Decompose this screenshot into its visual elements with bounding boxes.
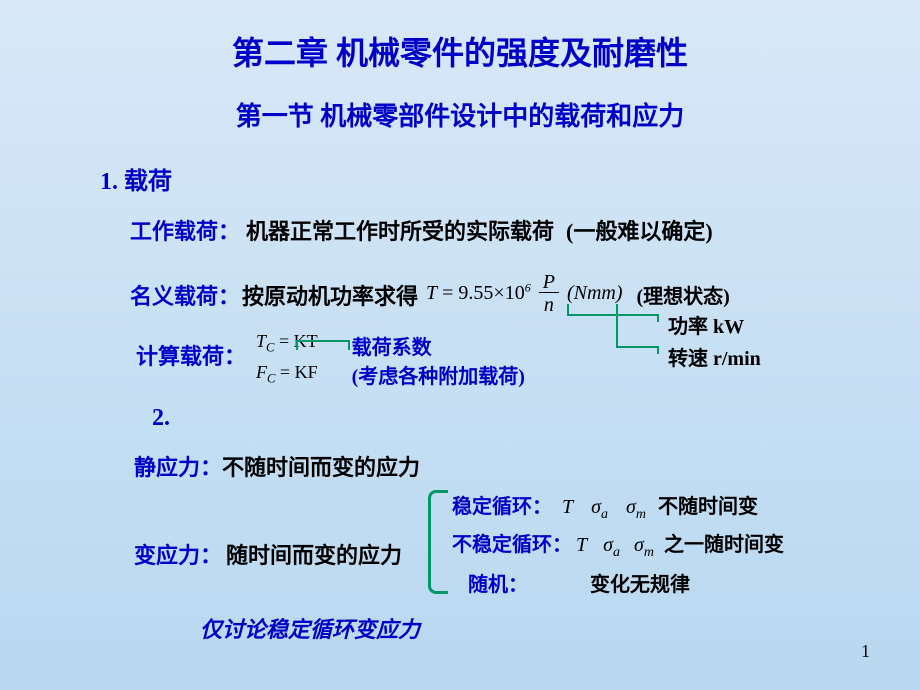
- calc-load-row: 计算载荷： TC = KT FC = KF 载荷系数 (考虑各种附加载荷): [136, 331, 920, 389]
- coef-note: (考虑各种附加载荷): [352, 360, 525, 389]
- connector-line: [616, 346, 659, 348]
- work-load-desc: 机器正常工作时所受的实际载荷: [246, 214, 554, 246]
- calc-formula-1: TC = KT: [256, 331, 318, 356]
- random-row: 随机： 变化无规律: [468, 568, 690, 597]
- connector-line: [616, 304, 618, 346]
- speed-label: 转速 r/min: [668, 342, 761, 371]
- nominal-load-desc: 按原动机功率求得: [242, 279, 418, 311]
- brace-icon: [428, 490, 448, 594]
- dynamic-desc: 随时间而变的应力: [226, 543, 402, 568]
- work-load-row: 工作载荷： 机器正常工作时所受的实际载荷 (一般难以确定): [130, 214, 920, 246]
- connector-line: [296, 340, 350, 342]
- chapter-title: 第二章 机械零件的强度及耐磨性: [0, 0, 920, 74]
- dynamic-label: 变应力：: [134, 543, 222, 568]
- coef-label: 载荷系数: [352, 331, 525, 360]
- connector-line: [567, 314, 659, 316]
- page-number: 1: [861, 641, 870, 662]
- connector-line: [348, 340, 350, 350]
- stable-cycle-row: 稳定循环： T σa σm 不随时间变: [452, 490, 758, 523]
- section2-heading: 2.: [152, 405, 920, 432]
- nominal-load-row: 名义载荷： 按原动机功率求得 T = 9.55×106 Pn (Nmm) (理想…: [130, 272, 920, 317]
- footer-note: 仅讨论稳定循环变应力: [200, 612, 420, 644]
- calc-load-label: 计算载荷：: [136, 339, 246, 371]
- static-stress-row: 静应力： 不随时间而变的应力: [134, 450, 920, 482]
- calc-formula-2: FC = KF: [256, 362, 318, 387]
- work-load-note: (一般难以确定): [566, 214, 713, 246]
- nominal-note: (理想状态): [636, 280, 729, 309]
- connector-line: [567, 304, 569, 314]
- power-label: 功率 kW: [668, 310, 744, 339]
- work-load-label: 工作载荷：: [130, 214, 240, 246]
- nominal-load-label: 名义载荷：: [130, 279, 240, 311]
- static-desc: 不随时间而变的应力: [222, 450, 420, 482]
- nominal-formula: T = 9.55×106 Pn (Nmm): [426, 272, 622, 317]
- unstable-cycle-row: 不稳定循环： T σa σm 之一随时间变: [452, 528, 784, 561]
- section1-heading: 1. 载荷: [100, 161, 920, 196]
- static-label: 静应力：: [134, 450, 222, 482]
- section-title: 第一节 机械零部件设计中的载荷和应力: [0, 74, 920, 133]
- connector-line: [657, 314, 659, 322]
- connector-line: [657, 346, 659, 354]
- dynamic-stress-row: 变应力： 随时间而变的应力: [134, 538, 402, 570]
